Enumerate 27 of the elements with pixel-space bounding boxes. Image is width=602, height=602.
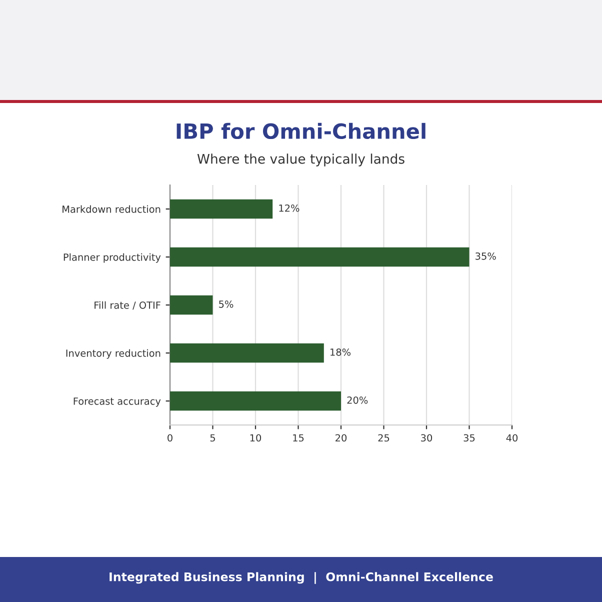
y-tick-label: Markdown reduction (62, 205, 160, 213)
text: Integrated Business Planning | Omni-Channel Excellence (110, 572, 493, 584)
data-label: 5% (219, 300, 234, 308)
chart-title: IBP for Omni-Channel (176, 122, 426, 140)
y-tick-label: Fill rate / OTIF (94, 301, 160, 310)
y-tick-label: Inventory reduction (66, 349, 160, 359)
bar (170, 295, 213, 315)
data-label: 35% (476, 252, 496, 260)
x-tick-label: 35 (464, 434, 475, 442)
chart-subtitle: Where the value typically lands (197, 154, 404, 166)
x-tick-label: 40 (506, 434, 518, 442)
x-tick-label: 25 (378, 434, 390, 442)
bar (170, 343, 324, 363)
data-label: 20% (347, 396, 368, 404)
bar (170, 391, 341, 411)
x-tick-label: 15 (293, 434, 304, 442)
bar (170, 199, 273, 219)
y-tick-label: Forecast accuracy (74, 398, 161, 407)
y-tick-label: Planner productivity (64, 253, 161, 263)
data-label: 12% (279, 204, 300, 212)
bar (170, 247, 470, 267)
data-label: 18% (330, 348, 351, 356)
x-tick-label: 0 (168, 434, 172, 442)
x-tick-label: 20 (336, 434, 347, 442)
x-tick-label: 30 (421, 434, 432, 442)
x-tick-label: 5 (210, 434, 215, 442)
x-tick-label: 10 (250, 434, 262, 442)
